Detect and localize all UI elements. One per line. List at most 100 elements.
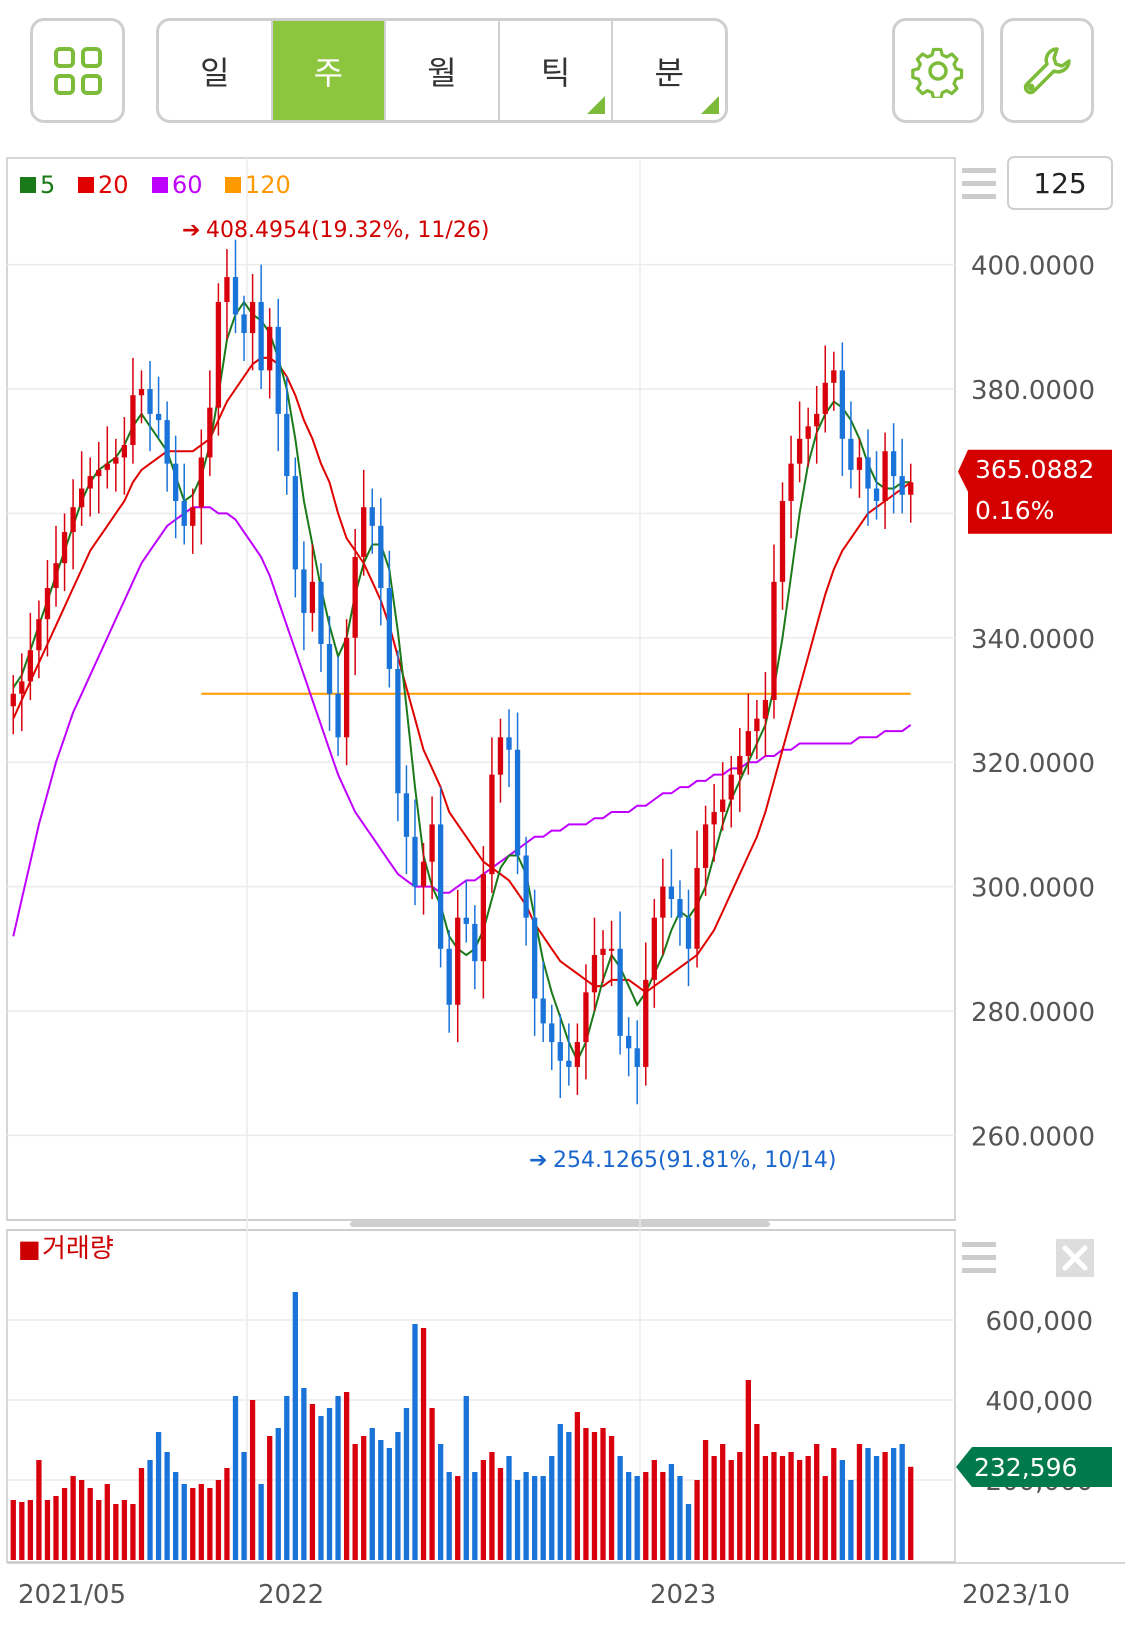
volume-bar (711, 1456, 717, 1560)
candle-body (694, 867, 700, 949)
candle-body (814, 413, 820, 427)
volume-bar (53, 1496, 59, 1560)
volume-bar (446, 1472, 452, 1560)
volume-title-square-icon: ■ (18, 1235, 41, 1263)
volume-bar (455, 1476, 461, 1560)
tab-minute[interactable]: 분 (613, 21, 725, 120)
volume-bar (668, 1464, 675, 1560)
candle-body (249, 301, 256, 334)
candle-body (258, 301, 264, 371)
settings-button[interactable] (892, 18, 984, 123)
volume-bar (198, 1484, 204, 1560)
pane-resize-handle[interactable] (350, 1221, 770, 1227)
candle-body (574, 1042, 581, 1067)
candle-body (309, 581, 316, 613)
candle-body (745, 731, 751, 756)
volume-bar (10, 1500, 16, 1560)
ma-legend: 5 20 60 120 (20, 171, 291, 199)
volume-bar (412, 1324, 418, 1560)
volume-bar (258, 1484, 264, 1560)
tab-week[interactable]: 주 (272, 21, 387, 120)
volume-bar (745, 1380, 751, 1560)
candle-body (113, 457, 119, 464)
candle-body (600, 948, 606, 955)
candle-body (702, 824, 709, 868)
price-tick-label: 340.0000 (971, 625, 1095, 655)
grid-menu-button[interactable] (30, 18, 125, 123)
volume-bar (420, 1328, 427, 1560)
volume-bar (591, 1432, 598, 1560)
candle-body (489, 774, 495, 875)
tab-month[interactable]: 월 (386, 21, 500, 120)
moving-average-lines (12, 300, 912, 1064)
candle-body (369, 507, 375, 526)
candle-count-label: 125 (1033, 167, 1086, 200)
volume-bar (822, 1476, 828, 1560)
candle-body (318, 581, 324, 645)
volume-bar (677, 1476, 683, 1560)
candle-body (532, 917, 538, 999)
candle-body (267, 326, 273, 371)
volume-bar (224, 1468, 230, 1560)
close-icon[interactable] (1056, 1239, 1094, 1277)
volume-bar (104, 1484, 110, 1560)
candle-body (19, 681, 25, 694)
volume-bar (634, 1476, 640, 1560)
volume-bar (190, 1488, 196, 1560)
candle-body (104, 463, 110, 470)
volume-bar (908, 1466, 914, 1560)
volume-bar (557, 1424, 563, 1560)
ma60-line (12, 506, 912, 937)
volume-bar (326, 1408, 333, 1560)
volume-bar (549, 1456, 555, 1560)
stock-chart[interactable]: 260.0000 280.0000 300.0000 320.0000 340.0000… (0, 150, 1125, 1629)
tab-day[interactable]: 일 (159, 21, 273, 120)
tab-minute-label: 분 (654, 53, 684, 92)
volume-pane-menu-icon[interactable] (962, 1242, 996, 1273)
candle-body (44, 588, 51, 620)
candle-body (796, 438, 803, 464)
candle-count-box[interactable] (1007, 156, 1113, 210)
volume-bar (702, 1440, 709, 1560)
price-pane-menu-icon[interactable] (962, 168, 996, 199)
volume-bar (87, 1488, 93, 1560)
candle-body (121, 445, 128, 458)
volume-bar (44, 1500, 51, 1560)
candle-body (352, 556, 358, 638)
volume-bar (130, 1504, 136, 1560)
volume-bar (463, 1396, 469, 1560)
candle-body (87, 476, 93, 489)
candle-body (523, 855, 529, 918)
tab-tick[interactable]: 틱 (500, 21, 614, 120)
tools-button[interactable] (1000, 18, 1094, 123)
candle-body (617, 948, 623, 1036)
dropdown-corner-icon (587, 96, 606, 114)
volume-bar (882, 1452, 888, 1560)
legend-swatch-120 (225, 177, 241, 193)
volume-bar (386, 1448, 392, 1560)
high-annotation: ➔ 408.4954(19.32%, 11/26) (182, 218, 489, 243)
candle-body (557, 1042, 563, 1061)
volume-bar (164, 1452, 170, 1560)
volume-bar (737, 1452, 743, 1560)
candle-body (224, 277, 230, 302)
wrench-icon (1023, 46, 1071, 94)
volume-bar (685, 1504, 692, 1560)
volume-bar (378, 1440, 384, 1560)
period-tabs: 일 주 월 틱 분 (156, 18, 728, 123)
high-arrow-icon: ➔ (182, 218, 200, 243)
legend-swatch-5 (20, 177, 36, 193)
candle-body (343, 637, 350, 738)
volume-bar (848, 1480, 854, 1560)
volume-bar (395, 1432, 401, 1560)
volume-bar (643, 1472, 649, 1560)
candle-body (608, 948, 615, 951)
volume-bar (583, 1428, 589, 1560)
candle-body (583, 992, 589, 1043)
volume-bar (805, 1456, 811, 1560)
candle-body (762, 700, 769, 719)
volume-bar (762, 1456, 769, 1560)
volume-bar (121, 1500, 128, 1560)
volume-bar (27, 1500, 34, 1560)
time-tick-label: 2023/10 (962, 1580, 1070, 1610)
